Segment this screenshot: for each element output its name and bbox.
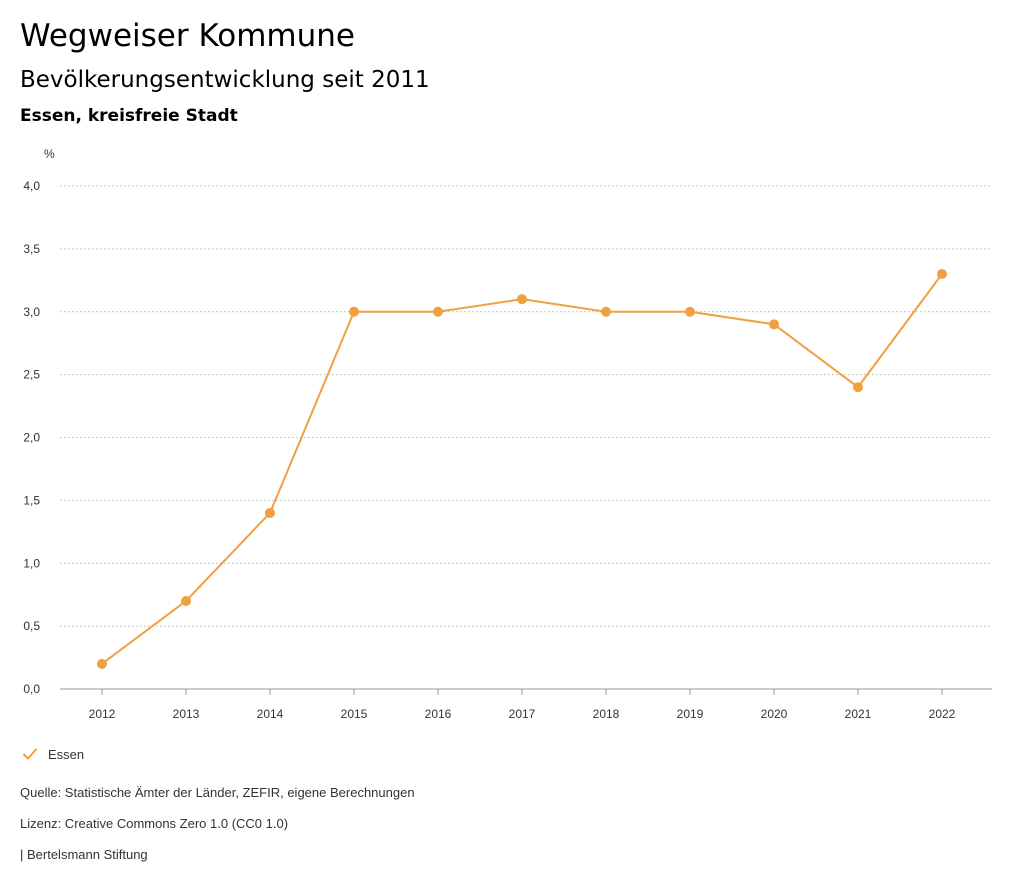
x-tick-label: 2021 [845, 707, 872, 721]
data-point-2014[interactable] [265, 507, 275, 518]
x-axis-ticks: 2012 2013 2014 2015 2016 2017 2018 2019 2020 2021… [89, 689, 956, 721]
x-tick-label: 2019 [677, 707, 704, 721]
x-tick-label: 2015 [341, 707, 368, 721]
source-note: Quelle: Statistische Ämter der Länder, Z… [20, 785, 415, 800]
y-tick-label: 1,5 [23, 493, 40, 507]
y-tick-label: 0,0 [23, 682, 40, 696]
check-icon [23, 748, 37, 760]
brand-note: | Bertelsmann Stiftung [20, 847, 148, 862]
y-tick-label: 0,5 [23, 619, 40, 633]
x-tick-label: 2016 [425, 707, 452, 721]
data-point-2012[interactable] [97, 658, 107, 669]
y-axis-ticks: 0,0 0,5 1,0 1,5 2,0 2,5 3,0 3,5 4,0 [23, 179, 40, 696]
x-tick-label: 2013 [173, 707, 200, 721]
chart-subtitle: Bevölkerungsentwicklung seit 2011 [20, 67, 430, 93]
data-point-2022[interactable] [937, 269, 947, 280]
y-axis-unit-label: % [44, 147, 55, 161]
y-tick-label: 2,5 [23, 368, 40, 382]
x-tick-label: 2012 [89, 707, 116, 721]
chart-title: Wegweiser Kommune [20, 18, 355, 54]
license-note: Lizenz: Creative Commons Zero 1.0 (CC0 1… [20, 816, 289, 831]
y-tick-label: 3,5 [23, 242, 40, 256]
x-tick-label: 2018 [593, 707, 620, 721]
data-point-2017[interactable] [517, 294, 527, 305]
gridlines [60, 185, 992, 690]
line-chart: % 0,00,51,01,52,02,53,03,54,0 2012 2013 20… [23, 147, 992, 721]
region-label: Essen, kreisfreie Stadt [20, 106, 238, 126]
x-tick-label: 2014 [257, 707, 284, 721]
y-tick-label: 2,0 [23, 431, 40, 445]
data-point-2021[interactable] [853, 382, 863, 393]
data-point-2016[interactable] [433, 306, 443, 317]
data-point-2015[interactable] [349, 306, 359, 317]
x-tick-label: 2020 [761, 707, 788, 721]
y-tick-label: 1,0 [23, 556, 40, 570]
data-point-2019[interactable] [685, 306, 695, 317]
x-tick-label: 2017 [509, 707, 536, 721]
series-essen [97, 269, 947, 669]
data-point-2013[interactable] [181, 595, 191, 606]
data-point-2020[interactable] [769, 319, 779, 330]
series-line [101, 273, 943, 665]
x-tick-label: 2022 [929, 707, 956, 721]
data-point-2018[interactable] [601, 306, 611, 317]
y-tick-label: 3,0 [23, 305, 40, 319]
legend-label-essen: Essen [48, 746, 85, 762]
y-tick-label: 4,0 [23, 179, 40, 193]
legend[interactable]: Essen [22, 744, 84, 764]
